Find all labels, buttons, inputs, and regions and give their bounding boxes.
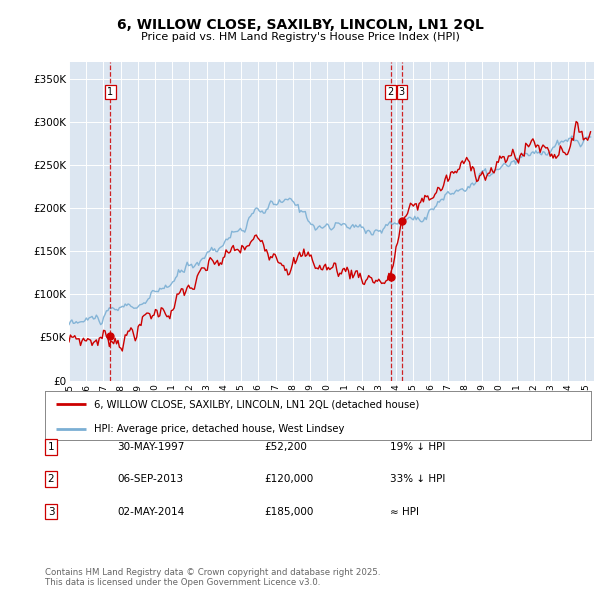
Text: £185,000: £185,000 xyxy=(264,507,313,516)
Text: 19% ↓ HPI: 19% ↓ HPI xyxy=(390,442,445,451)
Text: 3: 3 xyxy=(47,507,55,516)
Text: Price paid vs. HM Land Registry's House Price Index (HPI): Price paid vs. HM Land Registry's House … xyxy=(140,32,460,41)
Text: 2: 2 xyxy=(388,87,394,97)
Text: 30-MAY-1997: 30-MAY-1997 xyxy=(117,442,184,451)
Text: 02-MAY-2014: 02-MAY-2014 xyxy=(117,507,184,516)
Text: 6, WILLOW CLOSE, SAXILBY, LINCOLN, LN1 2QL (detached house): 6, WILLOW CLOSE, SAXILBY, LINCOLN, LN1 2… xyxy=(94,399,419,409)
Text: 1: 1 xyxy=(47,442,55,451)
Text: £120,000: £120,000 xyxy=(264,474,313,484)
Text: Contains HM Land Registry data © Crown copyright and database right 2025.
This d: Contains HM Land Registry data © Crown c… xyxy=(45,568,380,587)
Text: HPI: Average price, detached house, West Lindsey: HPI: Average price, detached house, West… xyxy=(94,424,344,434)
Text: 33% ↓ HPI: 33% ↓ HPI xyxy=(390,474,445,484)
Text: 3: 3 xyxy=(398,87,405,97)
Text: ≈ HPI: ≈ HPI xyxy=(390,507,419,516)
Text: 2: 2 xyxy=(47,474,55,484)
Text: 1: 1 xyxy=(107,87,113,97)
Text: £52,200: £52,200 xyxy=(264,442,307,451)
Text: 6, WILLOW CLOSE, SAXILBY, LINCOLN, LN1 2QL: 6, WILLOW CLOSE, SAXILBY, LINCOLN, LN1 2… xyxy=(116,18,484,32)
Text: 06-SEP-2013: 06-SEP-2013 xyxy=(117,474,183,484)
